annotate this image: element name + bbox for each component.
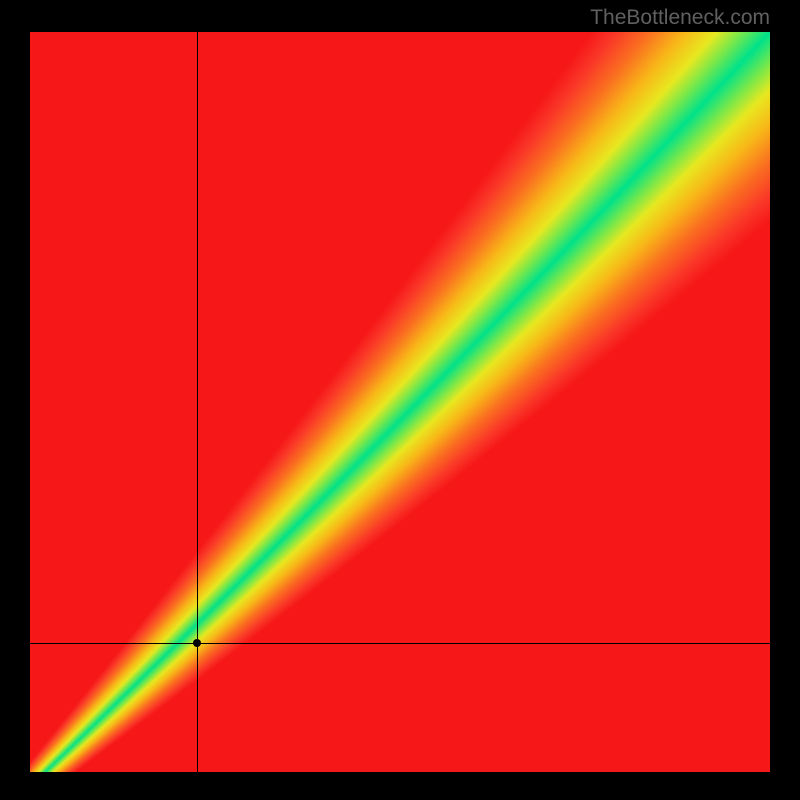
watermark-text: TheBottleneck.com <box>590 6 770 30</box>
heatmap-chart <box>30 32 770 772</box>
crosshair-horizontal <box>30 643 770 644</box>
heatmap-canvas <box>30 32 770 772</box>
crosshair-marker <box>193 639 201 647</box>
crosshair-vertical <box>197 32 198 772</box>
